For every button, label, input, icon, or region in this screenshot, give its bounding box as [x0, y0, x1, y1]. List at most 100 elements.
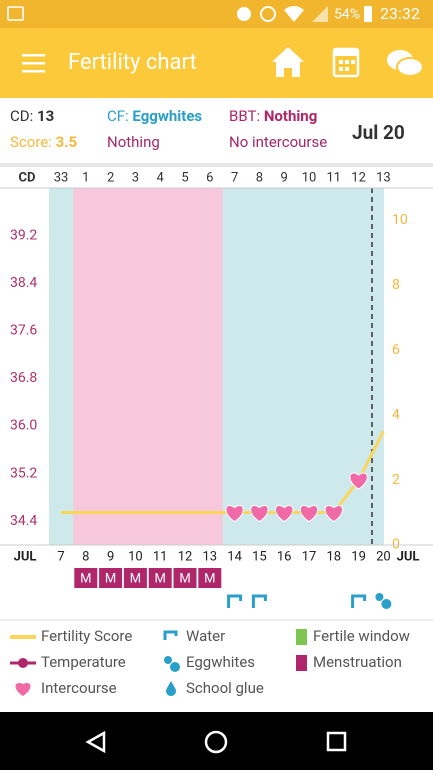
cycle-day: 3 — [132, 170, 139, 185]
cf-value: Eggwhites — [132, 107, 202, 125]
home-nav-button[interactable] — [204, 730, 228, 754]
home-button[interactable] — [272, 47, 304, 77]
x-tick-label: 16 — [277, 549, 292, 564]
y2-tick-label: 6 — [392, 342, 400, 358]
x-tick-label: 13 — [202, 549, 217, 564]
signal-icon — [312, 6, 328, 22]
alarm-icon — [260, 6, 276, 22]
menstruation-box — [123, 568, 147, 588]
menstruation-box — [99, 568, 123, 588]
menstruation-mark: M — [130, 571, 141, 586]
score-value: 3.5 — [56, 133, 78, 151]
legend-label: Intercourse — [41, 679, 117, 697]
cf-label: CF: — [107, 107, 129, 125]
legend-symbol — [296, 629, 307, 645]
menstruation-band — [172, 188, 198, 545]
dnd-icon — [237, 7, 251, 21]
bbt-value: Nothing — [264, 107, 317, 125]
gallery-icon — [7, 6, 24, 21]
y-tick-label: 35.2 — [10, 465, 37, 481]
cd-header: CD — [19, 170, 36, 185]
legend-label: Water — [186, 627, 225, 645]
y2-tick-label: 2 — [392, 472, 400, 488]
intercourse-heart — [299, 505, 319, 523]
calendar-button[interactable] — [332, 47, 360, 78]
cycle-day: 12 — [351, 170, 366, 185]
x-tick-label: 10 — [128, 549, 143, 564]
y-tick-label: 38.4 — [10, 275, 37, 291]
menstruation-band — [73, 188, 99, 545]
legend-symbol — [15, 683, 31, 696]
menstruation-box — [173, 568, 197, 588]
recents-button[interactable] — [326, 731, 347, 752]
menu-button[interactable] — [22, 54, 45, 73]
nav-bar — [0, 712, 433, 770]
date: Jul 20 — [352, 121, 405, 144]
bbt-label: BBT: — [229, 107, 260, 125]
cycle-day: 9 — [281, 170, 288, 185]
x-month-label: JUL — [397, 549, 420, 564]
chat-button[interactable] — [387, 50, 424, 77]
x-tick-label: 14 — [227, 549, 242, 564]
menstruation-mark: M — [155, 571, 166, 586]
x-tick-label: 8 — [82, 549, 89, 564]
cycle-day: 8 — [256, 170, 263, 185]
water-icon — [251, 594, 267, 608]
x-tick-label: 7 — [57, 549, 64, 564]
menstruation-band — [98, 188, 124, 545]
cd-summary: CD: 13 — [10, 107, 54, 125]
y-tick-label: 36.8 — [10, 370, 37, 386]
y2-tick-label: 10 — [392, 212, 408, 228]
clock: 23:32 — [380, 4, 420, 23]
cycle-day: 7 — [231, 170, 238, 185]
y2-tick-label: 8 — [392, 277, 400, 293]
intercourse-status: No intercourse — [229, 133, 327, 151]
cd-value: 13 — [37, 107, 54, 125]
legend-label: School glue — [186, 679, 264, 697]
intercourse-heart — [349, 472, 368, 490]
cycle-day: 33 — [54, 170, 69, 185]
legend-label: Fertility Score — [41, 627, 132, 645]
menstruation-mark: M — [80, 571, 91, 586]
chart: CD 33 1 2 3 4 5 6 7 8 9 10 11 12 1334.435.236.036.837.… — [0, 170, 433, 609]
battery-text: 54% — [334, 7, 360, 23]
legend-label: Eggwhites — [186, 653, 255, 671]
eggwhites-blob — [381, 599, 392, 609]
intercourse-heart — [324, 505, 343, 523]
cycle-day: 1 — [82, 170, 89, 185]
score-label: Score: — [10, 133, 52, 151]
cf-status: Nothing — [107, 133, 160, 151]
cycle-day: 2 — [107, 170, 114, 185]
status-bar — [0, 0, 433, 28]
cycle-day: 10 — [302, 170, 317, 185]
back-button[interactable] — [85, 730, 106, 754]
legend-symbol — [296, 655, 307, 671]
cycle-day: 5 — [181, 170, 188, 185]
x-month-label: JUL — [14, 549, 37, 564]
water-icon — [227, 594, 243, 608]
cycle-day: 6 — [206, 170, 213, 185]
divider — [0, 163, 433, 167]
legend-symbol — [163, 630, 178, 640]
x-tick-label: 15 — [252, 549, 267, 564]
x-tick-label: 12 — [178, 549, 193, 564]
y-tick-label: 39.2 — [10, 227, 37, 243]
menstruation-mark: M — [105, 571, 116, 586]
menstruation-box — [198, 568, 222, 588]
legend-label: Menstruation — [313, 653, 402, 671]
legend-label: Temperature — [41, 653, 126, 671]
menstruation-band — [123, 188, 149, 545]
legend-symbol — [164, 656, 180, 672]
x-tick-label: 20 — [376, 549, 391, 564]
y-tick-label: 36.0 — [10, 418, 37, 434]
menstruation-mark: M — [204, 571, 215, 586]
legend-label: Fertile window — [313, 627, 410, 645]
chart-background — [49, 188, 384, 545]
y2-tick-label: 4 — [392, 407, 400, 423]
x-tick-label: 19 — [351, 549, 366, 564]
menstruation-band — [197, 188, 223, 545]
score-summary: Score: 3.5 — [10, 133, 77, 151]
bbt-summary: BBT: Nothing — [229, 107, 317, 125]
menstruation-box — [74, 568, 98, 588]
